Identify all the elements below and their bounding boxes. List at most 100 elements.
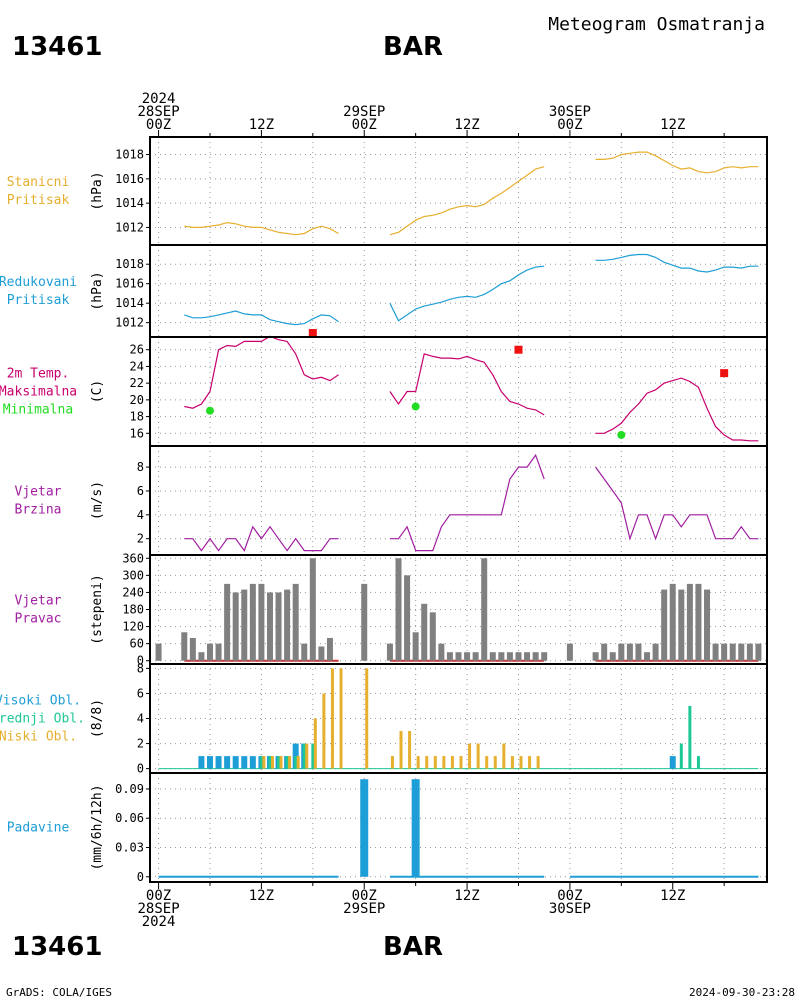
time-label: 28SEP <box>137 901 179 917</box>
series-line <box>389 166 545 236</box>
wind-dir-bar <box>746 643 753 661</box>
time-label: 12Z <box>454 888 479 904</box>
wind-dir-bar <box>301 643 308 661</box>
cloud-bar <box>206 756 213 769</box>
cloud-bar <box>296 756 300 769</box>
series-line <box>389 353 545 416</box>
wind-dir-bar <box>592 652 599 661</box>
y-tick-label: 4 <box>137 712 144 726</box>
wind-dir-bar <box>361 583 368 661</box>
y-tick-label: 1018 <box>115 148 144 162</box>
meteogram-title: Meteogram Osmatranja <box>548 14 765 35</box>
series-line <box>595 151 759 174</box>
wind-dir-bar <box>524 652 531 661</box>
time-label: 00Z <box>146 117 171 133</box>
cloud-bar <box>459 756 463 769</box>
panel-frame <box>149 772 768 883</box>
tmax-marker <box>720 369 729 378</box>
wind-dir-bar <box>206 643 213 661</box>
cloud-bar <box>425 756 429 769</box>
cloud-bar <box>416 756 420 769</box>
wind-dir-bar <box>481 558 488 661</box>
y-tick-label: 1018 <box>115 257 144 271</box>
series-line <box>184 335 339 409</box>
cloud-bar <box>241 756 248 769</box>
wind-dir-bar <box>678 589 685 661</box>
tmax-marker <box>308 329 317 338</box>
wind-dir-bar <box>738 643 745 661</box>
panel-frame <box>149 136 768 246</box>
wind-dir-bar <box>532 652 539 661</box>
cloud-bar <box>259 756 263 769</box>
series-label: Minimalna <box>3 403 73 418</box>
precip-bar <box>360 779 369 877</box>
wind-dir-bar <box>155 643 162 661</box>
cloud-bar <box>476 743 480 769</box>
panels: 1012101410161018(hPa)StanicniPritisak101… <box>0 136 768 884</box>
y-axis-label: (hPa) <box>90 171 105 210</box>
cloud-bar <box>279 756 283 769</box>
cloud-bar <box>669 756 676 769</box>
y-tick-label: 0.03 <box>115 841 144 855</box>
y-tick-label: 8 <box>137 661 144 675</box>
wind-dir-bar <box>241 589 248 661</box>
series-line <box>595 466 759 541</box>
wind-dir-bar <box>421 603 428 661</box>
wind-dir-bar <box>669 583 676 661</box>
wind-dir-bar <box>275 592 282 661</box>
wind-dir-bar <box>292 583 299 661</box>
wind-dir-bar <box>386 643 393 661</box>
series-label: Brzina <box>15 503 62 518</box>
cloud-bar <box>433 756 437 769</box>
cloud-bar <box>365 668 369 769</box>
wind-dir-bar <box>429 612 436 661</box>
time-label: 2024 <box>142 91 176 107</box>
y-axis-label: (m/s) <box>90 481 105 520</box>
precip-bar <box>411 779 420 877</box>
y-tick-label: 180 <box>122 603 144 617</box>
y-tick-label: 0.09 <box>115 782 144 796</box>
cloud-bar <box>232 756 239 769</box>
time-label: 00Z <box>557 117 582 133</box>
y-tick-label: 20 <box>130 393 144 407</box>
series-label: Vjetar <box>15 485 62 500</box>
cloud-bar <box>390 756 394 769</box>
credit-text: GrADS: COLA/IGES <box>6 986 112 999</box>
wind-dir-bar <box>541 652 548 661</box>
y-tick-label: 60 <box>130 637 144 651</box>
series-line <box>389 453 545 552</box>
cloud-bar <box>294 756 298 769</box>
y-tick-label: 360 <box>122 551 144 565</box>
cloud-bar <box>696 756 700 769</box>
wind-dir-bar <box>446 652 453 661</box>
y-tick-label: 24 <box>130 359 144 373</box>
wind-dir-bar <box>232 592 239 661</box>
cloud-bar <box>224 756 231 769</box>
series-line <box>184 221 339 236</box>
wind-dir-bar <box>635 643 642 661</box>
station-name-top: BAR <box>383 32 443 62</box>
cloud-bar <box>262 756 266 769</box>
cloud-bar <box>528 756 532 769</box>
y-tick-label: 0 <box>137 870 144 884</box>
y-tick-label: 120 <box>122 620 144 634</box>
wind-dir-bar <box>609 652 616 661</box>
panel-5: 0 60 120 180 240 300 360 (stepeni) Vjetar Pravac <box>15 551 768 668</box>
cloud-bar <box>519 756 523 769</box>
time-label: 29SEP <box>343 104 385 120</box>
tmin-marker <box>411 402 420 411</box>
y-tick-label: 300 <box>122 568 144 582</box>
time-label: 00Z <box>352 888 377 904</box>
cloud-bar <box>339 668 343 769</box>
wind-dir-bar <box>181 632 188 661</box>
tmin-marker <box>617 430 626 439</box>
tmin-marker <box>205 406 214 415</box>
series-line <box>389 265 545 322</box>
panel-2: 1012 1014 1016 1018 (hPa) Redukovani Pritisak <box>0 244 768 338</box>
station-id-top: 13461 <box>12 32 102 62</box>
wind-dir-bar <box>438 643 445 661</box>
wind-dir-bar <box>249 583 256 661</box>
wind-dir-bar <box>498 652 505 661</box>
y-axis-label: (8/8) <box>90 699 105 738</box>
